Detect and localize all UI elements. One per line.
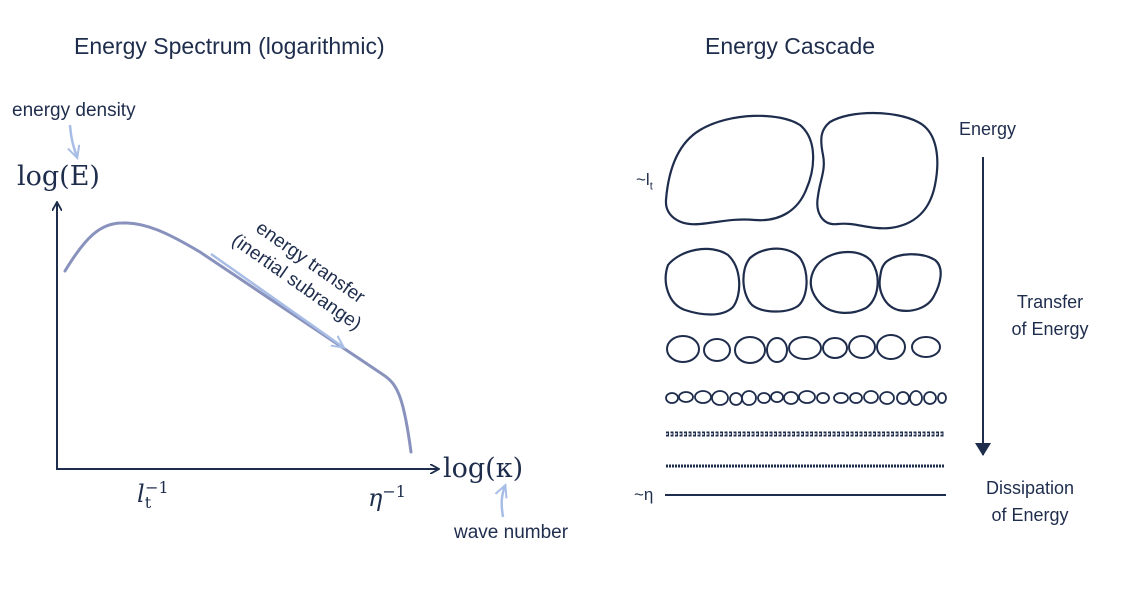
medium-eddy-4 xyxy=(878,253,942,312)
dissipation-of-energy-label: Dissipation of Energy xyxy=(970,475,1090,529)
spectrum-title: Energy Spectrum (logarithmic) xyxy=(74,33,385,59)
cascade-energy-label: Energy xyxy=(959,119,1017,139)
large-eddy-2 xyxy=(816,111,939,230)
cascade-title: Energy Cascade xyxy=(705,33,876,59)
energy-density-label: energy density xyxy=(12,100,136,121)
dissipation-line-2: of Energy xyxy=(991,505,1069,525)
medium-eddy-2 xyxy=(742,247,808,313)
top-scale-sub: t xyxy=(649,180,653,193)
bottom-scale-label: ~η xyxy=(634,485,654,504)
top-scale-text: ~l xyxy=(636,170,650,189)
large-eddy-1 xyxy=(664,114,815,226)
tick-lt-sup: −1 xyxy=(145,478,169,497)
y-axis-label: log(E) xyxy=(17,161,100,192)
tick-eta-sup: −1 xyxy=(382,482,406,501)
small-eddy-row xyxy=(666,334,941,364)
spectrum-curve xyxy=(63,221,413,454)
tick-eta-letter: η xyxy=(368,484,383,512)
dissipation-line-1: Dissipation xyxy=(985,478,1075,498)
wave-number-pointer xyxy=(502,486,505,518)
tick-lt-letter: l xyxy=(137,480,145,508)
smaller-eddy-row xyxy=(665,390,947,406)
medium-eddy-3 xyxy=(809,250,879,314)
energy-density-pointer xyxy=(70,124,77,157)
top-scale-label: ~lt xyxy=(636,170,653,192)
energy-transfer-arrow xyxy=(210,252,343,347)
tick-label-lt: lt−1 xyxy=(137,478,169,512)
medium-eddy-1 xyxy=(664,247,741,316)
x-axis-label: log(κ) xyxy=(443,453,524,484)
transfer-line-2: of Energy xyxy=(1011,319,1089,339)
tick-lt-sub: t xyxy=(144,492,152,512)
transfer-of-energy-label: Transfer of Energy xyxy=(990,289,1110,343)
transfer-line-1: Transfer xyxy=(1016,292,1084,312)
tick-label-eta: η−1 xyxy=(368,482,406,512)
wave-number-label: wave number xyxy=(454,522,569,543)
